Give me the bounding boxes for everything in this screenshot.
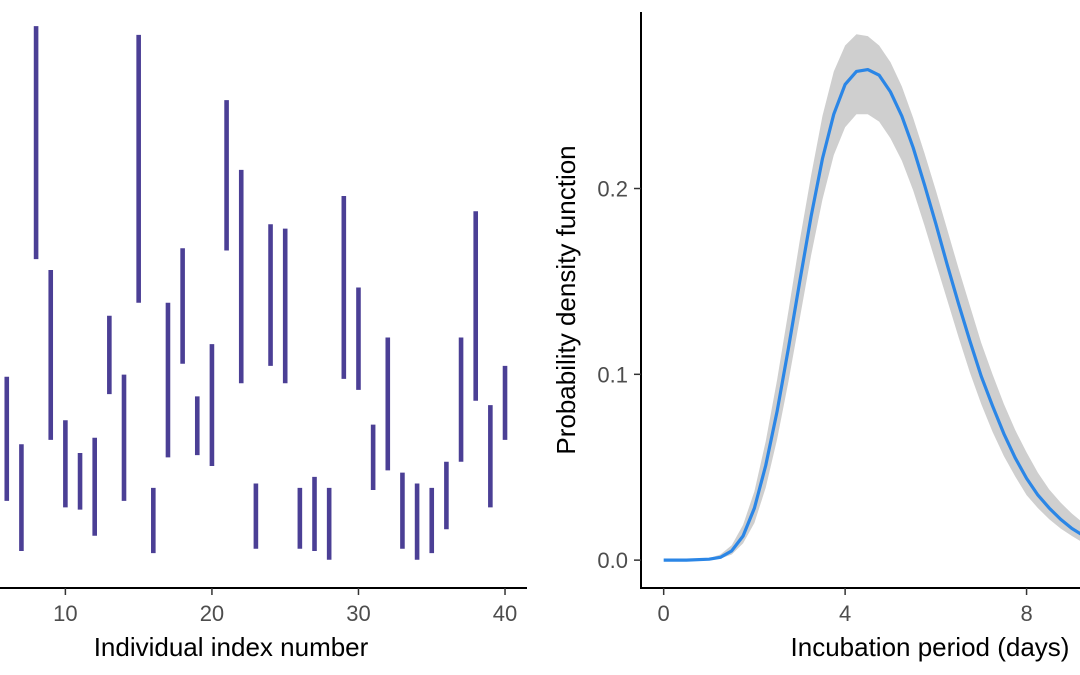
y-tick-label: 0.0 [597, 548, 628, 573]
x-axis-title: Individual index number [94, 632, 369, 662]
interval-bars [4, 26, 508, 560]
x-tick-label: 10 [53, 601, 77, 626]
x-axis-title-right: Incubation period (days) [791, 632, 1070, 662]
confidence-band [663, 34, 1080, 561]
x-tick-label: 4 [839, 601, 851, 626]
interval-panel: 10 20 30 40 Individual index number [0, 26, 527, 662]
x-tick-label: 40 [493, 601, 517, 626]
x-tick-label: 8 [1020, 601, 1032, 626]
density-panel: 0 4 8 0.0 0.1 0.2 Incubation period (days) P… [551, 12, 1080, 662]
x-tick-label: 30 [346, 601, 370, 626]
x-axis-ticks: 10 20 30 40 [53, 588, 517, 626]
y-tick-label: 0.2 [597, 177, 628, 202]
x-tick-label: 0 [658, 601, 670, 626]
x-axis-ticks-right: 0 4 8 [658, 588, 1033, 626]
x-tick-label: 20 [200, 601, 224, 626]
y-axis-ticks: 0.0 0.1 0.2 [597, 177, 641, 573]
y-axis-title: Probability density function [551, 145, 581, 454]
density-line [663, 68, 1080, 562]
y-tick-label: 0.1 [597, 362, 628, 387]
